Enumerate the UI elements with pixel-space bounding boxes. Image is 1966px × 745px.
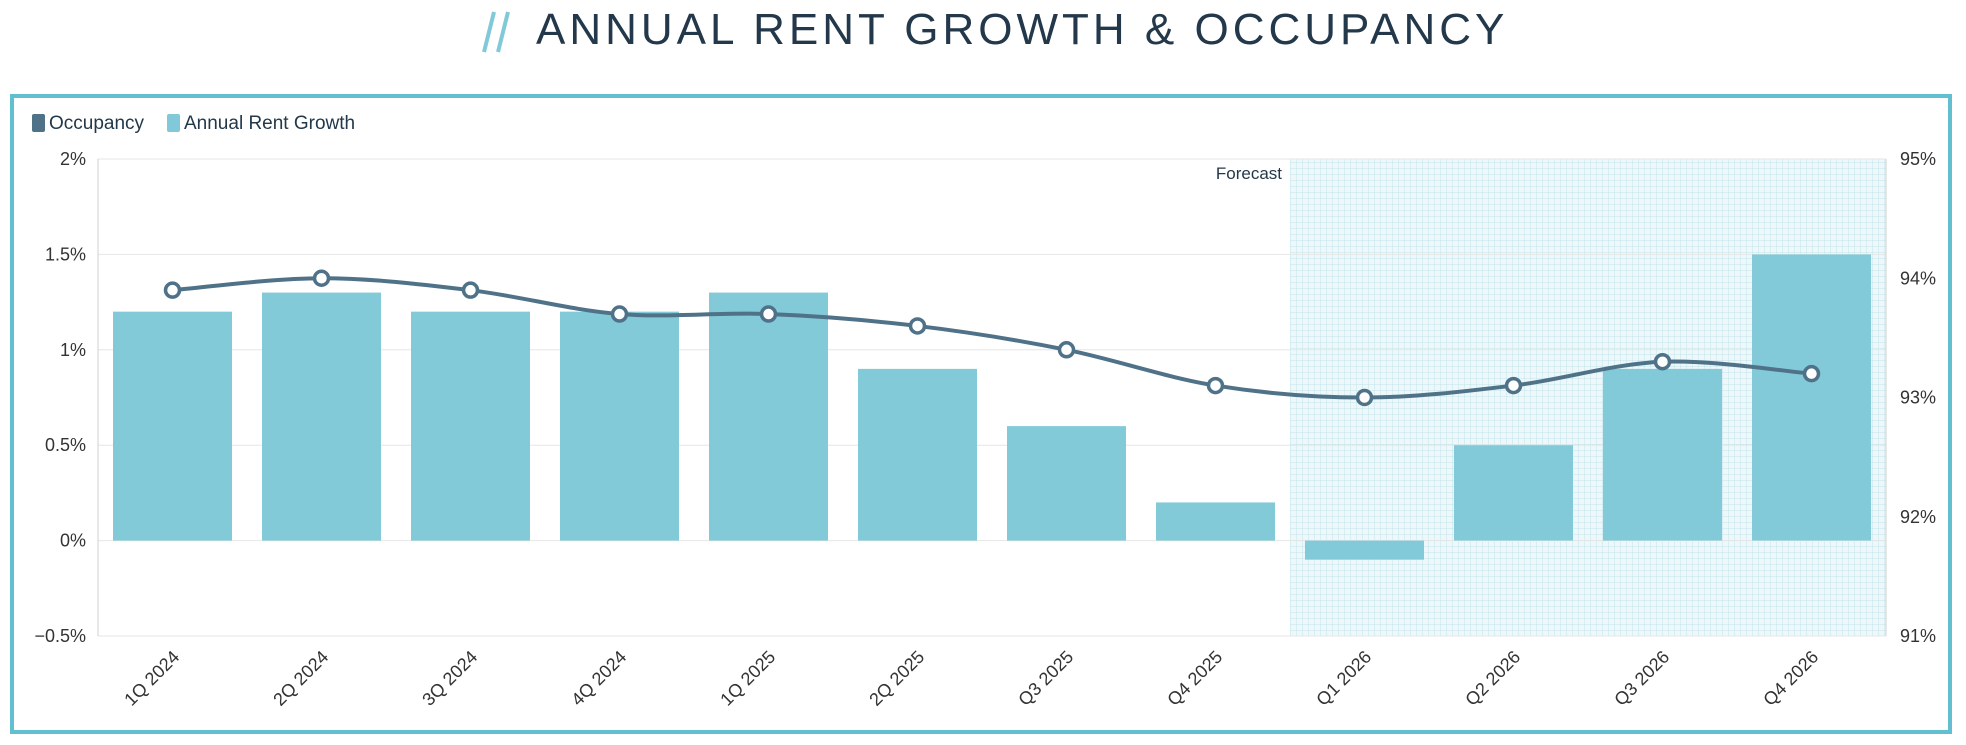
x-tick-label: 3Q 2024 [418,647,481,710]
rent-growth-bar [1007,426,1126,541]
rent-growth-bar [411,311,530,541]
occupancy-point [1355,388,1374,407]
chart-header: ANNUAL RENT GROWTH & OCCUPANCY [0,0,1966,70]
right-tick-label: 92% [1900,507,1936,527]
occupancy-point [461,281,480,299]
chart-title: ANNUAL RENT GROWTH & OCCUPANCY [536,5,1509,54]
forecast-label: Forecast [1216,164,1282,183]
x-tick-label: Q2 2026 [1461,647,1524,710]
right-tick-label: 93% [1900,388,1936,408]
occupancy-point [1802,364,1821,383]
occupancy-point [1504,376,1523,395]
legend-swatch [167,114,180,132]
left-tick-label: 0% [60,531,86,551]
rent-growth-bar [1454,445,1573,541]
x-tick-label: 1Q 2024 [120,647,183,710]
x-tick-label: Q3 2025 [1014,647,1077,710]
left-tick-label: 0.5% [45,435,86,455]
x-tick-label: Q4 2026 [1759,647,1822,710]
x-tick-label: 4Q 2024 [567,647,630,710]
legend-swatch [32,114,45,132]
x-tick-label: 1Q 2025 [716,647,779,710]
x-tick-label: 2Q 2024 [269,647,332,710]
rent-growth-bar [113,311,232,541]
legend-label: Occupancy [49,113,145,134]
left-tick-label: −0.5% [34,626,86,646]
rent-growth-bar [262,292,381,541]
rent-growth-bar [1156,502,1275,541]
rent-growth-bar [1752,254,1871,541]
right-tick-label: 95% [1900,149,1936,169]
occupancy-point [312,269,331,287]
x-tick-label: Q1 2026 [1312,647,1375,710]
rent-growth-bar [1603,368,1722,541]
right-tick-label: 94% [1900,268,1936,288]
right-tick-label: 91% [1900,626,1936,646]
x-tick-label: 2Q 2025 [865,647,928,710]
x-tick-label: Q4 2025 [1163,647,1226,710]
rent-growth-bar [1305,540,1424,560]
occupancy-point [1057,341,1076,359]
occupancy-point [1206,376,1225,395]
occupancy-point [908,317,927,335]
rent-growth-bar [560,311,679,541]
occupancy-point [1653,352,1672,371]
occupancy-point [759,305,778,323]
double-slash-icon [482,11,510,53]
occupancy-point [163,281,182,299]
x-tick-label: Q3 2026 [1610,647,1673,710]
chart-frame [10,94,1952,734]
occupancy-point [610,305,629,323]
left-tick-label: 1.5% [45,244,86,264]
left-tick-label: 2% [60,149,86,169]
legend-label: Annual Rent Growth [184,113,355,134]
occupancy-line [172,276,1812,400]
left-tick-label: 1% [60,340,86,360]
rent-growth-bar [858,368,977,541]
rent-growth-bar [709,292,828,541]
